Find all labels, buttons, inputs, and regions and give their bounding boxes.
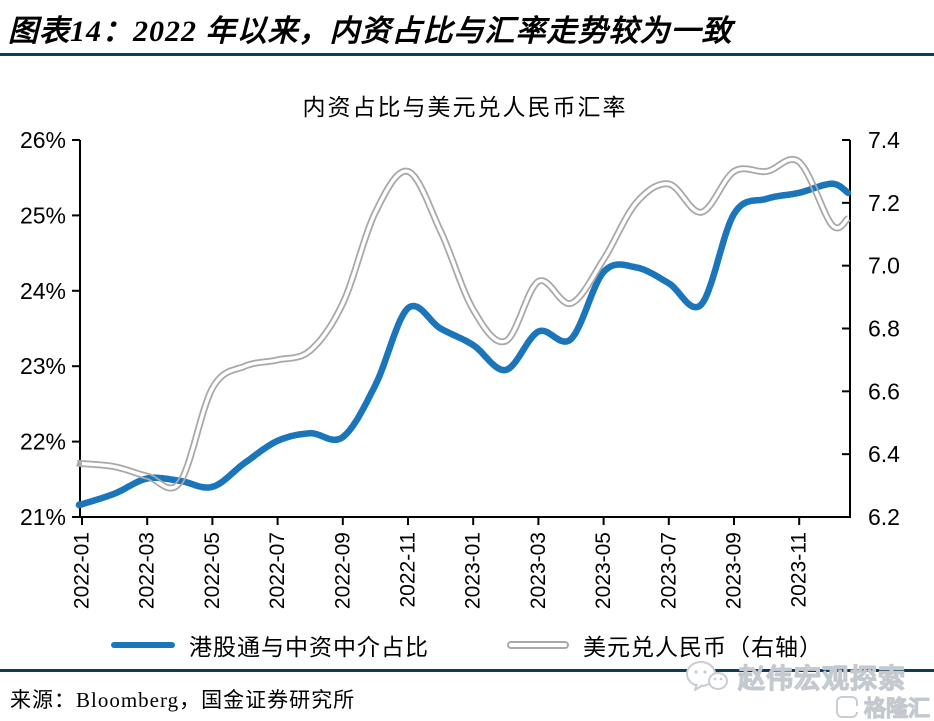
y-right-tick-label: 6.2 xyxy=(868,504,900,530)
y-left-tick-label: 21% xyxy=(20,504,66,530)
x-tick-label: 2023-01 xyxy=(462,532,485,609)
source-note: 来源：Bloomberg，国金证券研究所 xyxy=(10,688,356,712)
x-tick-label: 2023-09 xyxy=(723,532,746,609)
legend-item-domestic-share: 港股通与中资中介占比 xyxy=(111,628,429,662)
x-tick-label: 2023-07 xyxy=(657,532,680,609)
series-domestic-share-line xyxy=(75,180,852,509)
x-tick-label: 2023-11 xyxy=(788,532,811,608)
x-tick-label: 2022-01 xyxy=(71,532,94,609)
y-left-tick-label: 25% xyxy=(20,202,66,228)
x-axis: 2022-01 2022-03 2022-05 2022-07 2022-09 2022-… xyxy=(71,517,811,609)
axis-frame xyxy=(79,140,851,518)
y-left-tick-label: 22% xyxy=(20,429,66,455)
y-right-tick-label: 6.4 xyxy=(868,441,900,467)
x-tick-label: 2022-03 xyxy=(136,532,159,609)
axes xyxy=(79,140,851,518)
x-tick-label: 2023-03 xyxy=(527,532,550,609)
legend-label: 美元兑人民币（右轴） xyxy=(583,635,823,660)
y-left-tick-label: 24% xyxy=(20,278,66,304)
legend-item-usdcny: 美元兑人民币（右轴） xyxy=(507,628,823,662)
watermark-platform: 格隆汇 xyxy=(835,691,931,721)
wechat-icon xyxy=(686,660,728,691)
y-right-tick-label: 7.2 xyxy=(868,190,900,216)
figure-title: 图表14：2022 年以来，内资占比与汇率走势较为一致 xyxy=(8,15,733,48)
chart-title: 内资占比与美元兑人民币汇率 xyxy=(302,95,628,120)
x-tick-label: 2023-05 xyxy=(592,532,615,609)
gelonghui-logo xyxy=(835,696,858,718)
bottom-divider xyxy=(0,669,934,672)
y-axis-left: 21% 22% 23% 24% 25% 26% xyxy=(20,127,80,530)
x-tick-label: 2022-11 xyxy=(397,532,420,608)
y-axis-right: 6.2 6.4 6.6 6.8 7.0 7.2 7.4 xyxy=(842,127,900,530)
chart-legend: 港股通与中资中介占比 美元兑人民币（右轴） xyxy=(0,627,934,663)
y-left-tick-label: 26% xyxy=(20,127,66,153)
y-left-tick-label: 23% xyxy=(20,353,66,379)
watermark-account-name: 赵伟宏观探索 xyxy=(738,664,906,695)
y-right-tick-label: 7.4 xyxy=(868,127,900,153)
y-right-tick-label: 6.8 xyxy=(868,316,900,342)
gray-line-swatch xyxy=(507,641,569,649)
y-right-tick-label: 6.6 xyxy=(868,378,900,404)
x-tick-label: 2022-07 xyxy=(266,532,289,609)
x-tick-label: 2022-09 xyxy=(331,532,354,609)
top-divider xyxy=(0,53,934,56)
series-usdcny-line xyxy=(76,155,851,492)
x-tick-label: 2022-05 xyxy=(201,532,224,609)
watermark-account: 赵伟宏观探索 xyxy=(684,657,906,696)
watermark-platform-name: 格隆汇 xyxy=(863,696,930,721)
y-right-tick-label: 7.0 xyxy=(868,253,900,279)
blue-line-swatch xyxy=(111,642,175,648)
legend-label: 港股通与中资中介占比 xyxy=(189,635,429,660)
